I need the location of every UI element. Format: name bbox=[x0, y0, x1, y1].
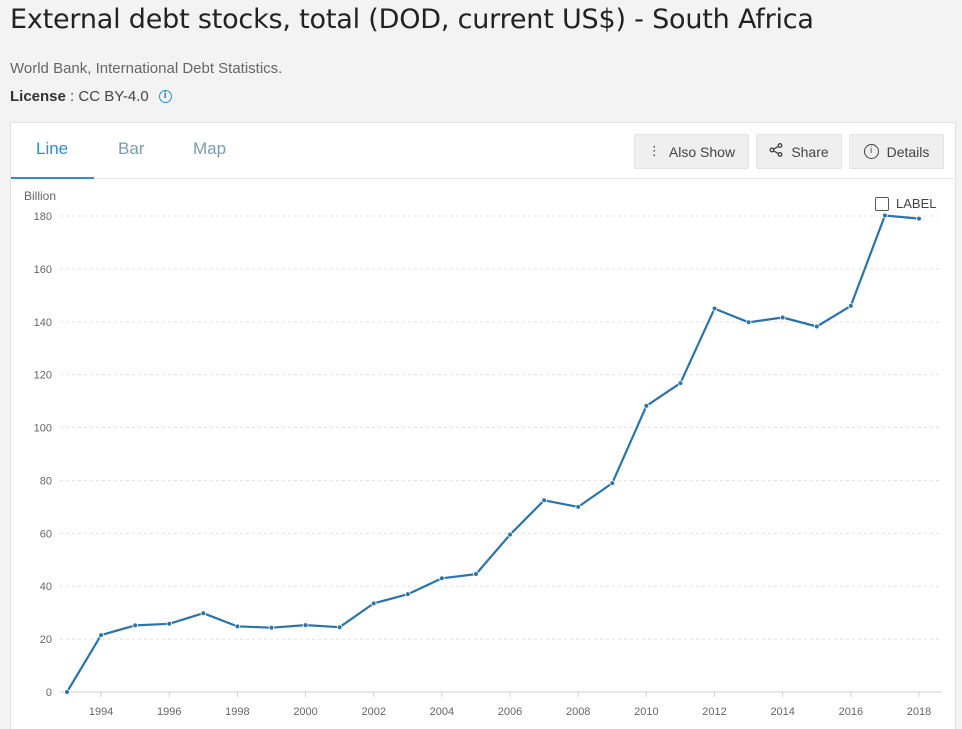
details-info-icon: i bbox=[863, 144, 879, 159]
series-group bbox=[64, 212, 922, 695]
y-tick-label: 80 bbox=[40, 475, 52, 487]
share-button[interactable]: Share bbox=[756, 134, 842, 169]
y-tick-label: 100 bbox=[34, 423, 52, 435]
x-tick-label: 2016 bbox=[839, 706, 863, 718]
data-point[interactable] bbox=[439, 575, 445, 582]
source-text: World Bank, International Debt Statistic… bbox=[10, 60, 283, 77]
details-button[interactable]: i Details bbox=[849, 134, 944, 169]
data-point[interactable] bbox=[643, 403, 650, 409]
x-tick-label: 2010 bbox=[634, 706, 658, 718]
data-point[interactable] bbox=[779, 314, 786, 321]
y-axis-ticks: 0 20 40 60 80 100 120 140 160 180 bbox=[34, 211, 52, 699]
x-tick-label: 2002 bbox=[361, 706, 385, 718]
data-point[interactable] bbox=[882, 212, 888, 219]
label-toggle[interactable]: LABEL bbox=[875, 196, 936, 211]
x-tick-label: 2008 bbox=[566, 706, 590, 718]
data-point[interactable] bbox=[848, 303, 854, 309]
x-tick-label: 2004 bbox=[430, 706, 454, 718]
share-label: Share bbox=[791, 143, 829, 160]
license-value: CC BY-4.0 bbox=[78, 88, 149, 105]
data-point[interactable] bbox=[98, 632, 104, 638]
data-point[interactable] bbox=[336, 624, 343, 631]
y-tick-label: 120 bbox=[34, 370, 52, 382]
y-tick-label: 140 bbox=[34, 317, 52, 329]
x-tick-label: 2018 bbox=[907, 706, 931, 718]
x-tick-label: 2006 bbox=[498, 706, 522, 718]
series-line bbox=[66, 214, 920, 693]
y-tick-label: 20 bbox=[40, 634, 52, 646]
y-tick-label: 160 bbox=[34, 264, 52, 276]
data-point[interactable] bbox=[507, 531, 513, 538]
tab-line[interactable]: Line bbox=[36, 139, 69, 158]
page-title: External debt stocks, total (DOD, curren… bbox=[10, 4, 814, 35]
info-icon[interactable]: i bbox=[158, 90, 172, 103]
data-point[interactable] bbox=[234, 623, 241, 630]
also-show-button[interactable]: ⋮ Also Show bbox=[634, 134, 749, 169]
x-tick-label: 1994 bbox=[89, 706, 113, 718]
data-point[interactable] bbox=[916, 215, 922, 222]
details-label: Details bbox=[886, 143, 930, 160]
x-tick-label: 1998 bbox=[225, 706, 249, 718]
data-point[interactable] bbox=[166, 620, 173, 627]
tab-map[interactable]: Map bbox=[193, 139, 227, 158]
chart-tabs: Line Bar Map ⋮ Also Show Share i Details bbox=[11, 123, 955, 179]
data-point[interactable] bbox=[575, 504, 581, 510]
license-row: License : CC BY-4.0 i bbox=[10, 88, 172, 105]
data-point[interactable] bbox=[609, 480, 616, 486]
data-point[interactable] bbox=[677, 380, 684, 386]
more-vertical-icon: ⋮ bbox=[647, 144, 661, 159]
data-point[interactable] bbox=[473, 571, 479, 577]
label-toggle-text: LABEL bbox=[896, 196, 937, 211]
x-tick-label: 2000 bbox=[293, 706, 317, 718]
data-point[interactable] bbox=[370, 600, 377, 607]
y-tick-label: 0 bbox=[46, 687, 52, 699]
data-point[interactable] bbox=[200, 610, 207, 616]
x-tick-label: 1996 bbox=[157, 706, 181, 718]
share-icon bbox=[769, 142, 783, 161]
data-point[interactable] bbox=[64, 689, 70, 695]
license-label: License bbox=[10, 88, 66, 105]
data-point[interactable] bbox=[302, 622, 309, 628]
data-point[interactable] bbox=[132, 622, 138, 629]
data-point[interactable] bbox=[745, 319, 752, 326]
y-tick-label: 180 bbox=[34, 211, 52, 223]
data-point[interactable] bbox=[541, 497, 547, 504]
x-tick-label: 2014 bbox=[770, 706, 794, 718]
x-axis-ticks: 1994 1996 1998 2000 2002 2004 2006 2008 2010 2012… bbox=[89, 692, 931, 718]
chart-panel: Line Bar Map ⋮ Also Show Share i Details… bbox=[10, 122, 956, 729]
tab-bar[interactable]: Bar bbox=[118, 139, 145, 158]
data-point[interactable] bbox=[813, 323, 820, 330]
grid-lines bbox=[60, 215, 942, 693]
y-tick-label: 40 bbox=[40, 581, 52, 593]
label-checkbox[interactable] bbox=[875, 196, 889, 211]
data-point[interactable] bbox=[268, 624, 275, 631]
license-separator: : bbox=[65, 88, 79, 105]
active-tab-indicator bbox=[11, 177, 94, 179]
y-tick-label: 60 bbox=[40, 528, 52, 540]
y-axis-unit-label: Billion bbox=[24, 189, 56, 203]
x-tick-label: 2012 bbox=[702, 706, 726, 718]
data-point[interactable] bbox=[404, 591, 411, 597]
data-point[interactable] bbox=[711, 305, 718, 312]
also-show-label: Also Show bbox=[668, 143, 736, 160]
